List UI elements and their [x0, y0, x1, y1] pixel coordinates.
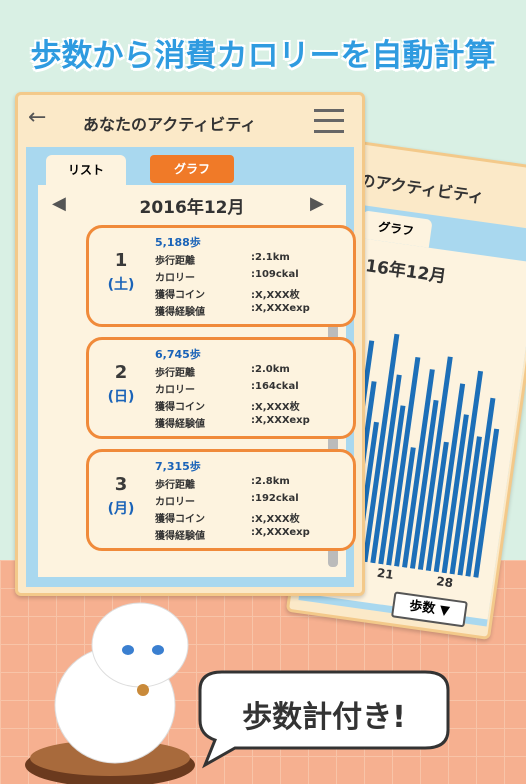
tab-list[interactable]: リスト — [46, 155, 126, 185]
row-label: カロリー — [155, 493, 195, 508]
row-value: :X,XXX枚 — [251, 398, 300, 413]
row-label: カロリー — [155, 269, 195, 284]
headline: 歩数から消費カロリーを自動計算 — [0, 30, 526, 75]
back-title: のアクティビティ — [358, 167, 485, 208]
row-label: 獲得コイン — [155, 398, 205, 413]
day: 1 — [89, 250, 153, 271]
screenshot: 歩数から消費カロリーを自動計算 のアクティビティ グラフ 016年12月 421… — [0, 0, 526, 784]
weekday: (月) — [89, 498, 153, 518]
row-value: :164ckal — [251, 381, 299, 392]
row-value: :X,XXX枚 — [251, 286, 300, 301]
x-label: 28 — [435, 574, 453, 590]
back-month: 016年12月 — [352, 250, 448, 288]
row-value: :2.0km — [251, 364, 290, 375]
front-title: あなたのアクティビティ — [83, 111, 256, 135]
front-phone: ← あなたのアクティビティ リスト グラフ ◀ 2016年12月 ▶ 1(土)5… — [15, 92, 365, 596]
next-month[interactable]: ▶ — [310, 193, 324, 214]
day: 2 — [89, 362, 153, 383]
day: 3 — [89, 474, 153, 495]
row-value: :X,XXXexp — [251, 527, 310, 538]
menu-button[interactable] — [314, 109, 344, 133]
steps: 5,188歩 — [155, 234, 201, 250]
row-label: 獲得経験値 — [155, 527, 205, 542]
entry-card: 3 (月) 7,315歩歩行距離 :2.8km カロリー :192ckal 獲得コイン :X,… — [86, 449, 356, 551]
row-label: 獲得経験値 — [155, 303, 205, 318]
entry-card: 1 (土) 5,188歩歩行距離 :2.1km カロリー :109ckal 獲得コイン :X,… — [86, 225, 356, 327]
month: 2016年12月 — [38, 193, 346, 218]
row-value: :2.8km — [251, 476, 290, 487]
row-label: カロリー — [155, 381, 195, 396]
row-value: :X,XXXexp — [251, 303, 310, 314]
back-arrow[interactable]: ← — [28, 105, 46, 130]
steps: 7,315歩 — [155, 458, 201, 474]
weekday: (土) — [89, 274, 153, 294]
row-value: :109ckal — [251, 269, 299, 280]
row-label: 獲得コイン — [155, 286, 205, 301]
mascot — [0, 590, 526, 784]
bubble-text: 歩数計付き! — [200, 692, 448, 736]
front-panel: リスト グラフ ◀ 2016年12月 ▶ 1(土)5,188歩歩行距離:2.1k… — [26, 147, 354, 587]
row-value: :X,XXX枚 — [251, 510, 300, 525]
tab-graph[interactable]: グラフ — [150, 155, 234, 183]
row-value: :X,XXXexp — [251, 415, 310, 426]
weekday: (日) — [89, 386, 153, 406]
row-label: 獲得経験値 — [155, 415, 205, 430]
steps: 6,745歩 — [155, 346, 201, 362]
x-label: 21 — [376, 566, 394, 582]
entry-card: 2 (日) 6,745歩歩行距離 :2.0km カロリー :164ckal 獲得コイン :X,… — [86, 337, 356, 439]
row-label: 歩行距離 — [155, 476, 195, 491]
row-value: :2.1km — [251, 252, 290, 263]
row-label: 歩行距離 — [155, 364, 195, 379]
row-label: 獲得コイン — [155, 510, 205, 525]
row-label: 歩行距離 — [155, 252, 195, 267]
row-value: :192ckal — [251, 493, 299, 504]
